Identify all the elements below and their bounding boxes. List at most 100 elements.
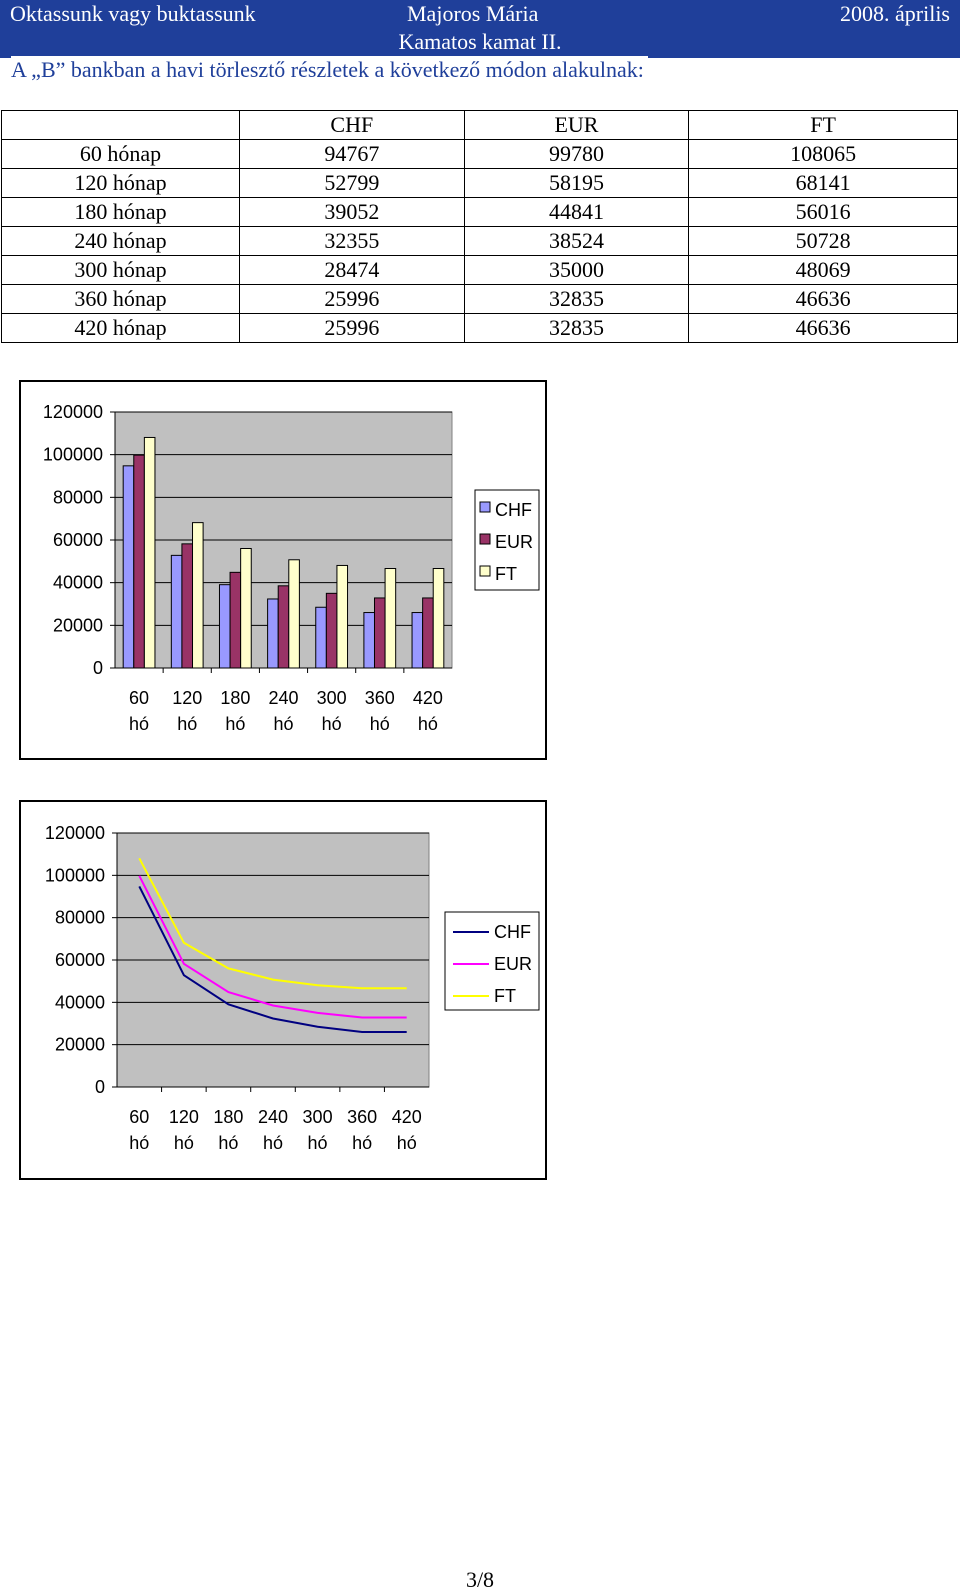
y-tick-label: 80000: [53, 487, 103, 507]
table-row-label: 300 hónap: [1, 255, 240, 285]
y-tick-label: 100000: [43, 445, 103, 465]
table-column-header: FT: [688, 110, 958, 140]
table-cell: 48069: [688, 255, 958, 285]
legend-label: CHF: [495, 500, 532, 520]
table-row-label: 420 hónap: [1, 313, 240, 343]
table-cell: 94767: [239, 139, 465, 169]
bar-chart-box: 0 20000 40000 60000 80000 100000 120000 60 hó 120…: [19, 380, 547, 760]
bar-ft: [240, 547, 252, 669]
table-cell: 25996: [239, 313, 465, 343]
bar-chf: [411, 612, 424, 669]
x-tick-label: 60: [129, 688, 149, 708]
series-line-chf: [138, 885, 407, 1033]
table-cell: 25996: [239, 284, 465, 314]
x-tick-label: 240: [268, 688, 298, 708]
table-cell: 32835: [463, 284, 690, 314]
y-tick-label: 60000: [55, 950, 105, 970]
y-tick-label: 40000: [55, 992, 105, 1012]
y-tick-label: 20000: [55, 1035, 105, 1055]
table-cell: 50728: [688, 226, 958, 256]
bar-chf: [363, 612, 375, 669]
table-cell: 108065: [688, 139, 958, 169]
bar-chf: [218, 584, 231, 669]
x-tick-label: 120: [169, 1107, 199, 1127]
bar-eur: [133, 454, 145, 669]
table-cell: 32835: [463, 313, 690, 343]
x-tick-label: hó: [273, 714, 293, 734]
x-tick-label: 420: [413, 688, 443, 708]
table-cell: 28474: [239, 255, 465, 285]
x-tick-label: hó: [218, 1133, 238, 1153]
legend-swatch: [479, 501, 491, 513]
legend-box: [444, 911, 540, 1011]
x-tick-label: 180: [213, 1107, 243, 1127]
bar-chart: 0 20000 40000 60000 80000 100000 120000 60 hó 120…: [43, 402, 540, 734]
table-cell: 52799: [239, 168, 465, 198]
x-tick-label: hó: [225, 714, 245, 734]
table-row-label: 360 hónap: [1, 284, 240, 314]
x-tick-label: hó: [322, 714, 342, 734]
line-chart-box: 0 20000 40000 60000 80000 100000 120000 60 hó 120…: [19, 800, 547, 1180]
x-tick-label: hó: [397, 1133, 417, 1153]
x-tick-label: hó: [308, 1133, 328, 1153]
series-line-ft: [138, 857, 407, 990]
table-row: 120 hónap 52799 58195 68141: [1, 168, 958, 198]
table-row-label: 240 hónap: [1, 226, 240, 256]
bar-chf: [315, 606, 327, 669]
table-row-label: 180 hónap: [1, 197, 240, 227]
bar-ft: [432, 568, 445, 669]
legend-label: EUR: [495, 532, 533, 552]
table-column-header: EUR: [463, 110, 690, 140]
x-tick-label: 120: [172, 688, 202, 708]
table-row: 240 hónap 32355 38524 50728: [1, 226, 958, 256]
y-tick-label: 100000: [45, 865, 105, 885]
table-cell: 68141: [688, 168, 958, 198]
bar-eur: [277, 585, 290, 669]
page-header: Oktassunk vagy buktassunk Majoros Mária …: [0, 0, 960, 58]
y-tick-label: 80000: [55, 908, 105, 928]
y-tick-label: 120000: [45, 823, 105, 843]
x-tick-label: 360: [365, 688, 395, 708]
table-row-label: 60 hónap: [1, 139, 240, 169]
x-tick-label: 300: [317, 688, 347, 708]
table-cell: 35000: [463, 255, 690, 285]
legend-swatch: [479, 533, 491, 545]
table-column-header: CHF: [239, 110, 465, 140]
table-cell: 38524: [463, 226, 690, 256]
legend-label: EUR: [494, 954, 532, 974]
x-tick-label: 180: [220, 688, 250, 708]
y-tick-label: 20000: [53, 615, 103, 635]
x-tick-label: hó: [174, 1133, 194, 1153]
x-tick-label: 240: [258, 1107, 288, 1127]
bar-eur: [181, 543, 194, 669]
table-row-label: 120 hónap: [1, 168, 240, 198]
table-row: 360 hónap 25996 32835 46636: [1, 284, 958, 314]
table-cell: 56016: [688, 197, 958, 227]
header-date: 2008. április: [840, 1, 950, 26]
y-tick-label: 0: [95, 1077, 105, 1097]
table-corner-cell: [1, 110, 240, 140]
y-tick-label: 40000: [53, 573, 103, 593]
x-tick-label: 360: [347, 1107, 377, 1127]
header-subtitle: Kamatos kamat II.: [398, 29, 562, 54]
bar-ft: [336, 564, 349, 669]
x-tick-label: hó: [263, 1133, 283, 1153]
installment-table: CHF EUR FT 60 hónap 94767 99780 108065 1…: [1, 110, 958, 343]
y-tick-label: 0: [93, 658, 103, 678]
bar-chf: [170, 554, 183, 669]
x-tick-label: hó: [129, 1133, 149, 1153]
table-row: 180 hónap 39052 44841 56016: [1, 197, 958, 227]
bar-eur: [325, 592, 338, 669]
table-row: 60 hónap 94767 99780 108065: [1, 139, 958, 169]
table-cell: 58195: [463, 168, 690, 198]
x-tick-label: hó: [177, 714, 197, 734]
bar-ft: [288, 559, 300, 669]
header-left-title: Oktassunk vagy buktassunk: [10, 1, 256, 26]
legend-swatch: [479, 565, 491, 577]
bar-eur: [373, 597, 386, 669]
header-author: Majoros Mária: [407, 1, 539, 26]
bar-chf: [267, 598, 279, 669]
table-cell: 44841: [463, 197, 690, 227]
x-tick-label: hó: [418, 714, 438, 734]
x-tick-label: 420: [392, 1107, 422, 1127]
